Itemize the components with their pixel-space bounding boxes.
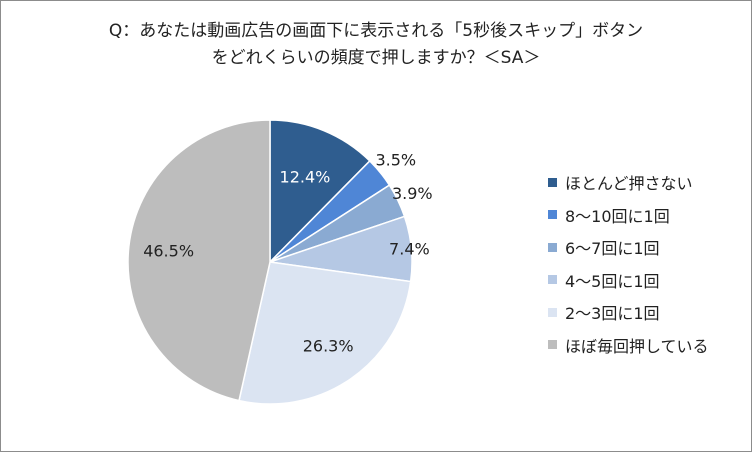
- chart-title-line-2: をどれくらいの頻度で押しますか？＜SA＞: [211, 48, 541, 68]
- pie-data-label: 7.4%: [389, 239, 430, 258]
- pie-slices: [127, 119, 413, 405]
- pie-data-label: 12.4%: [280, 167, 331, 186]
- pie-slice: [127, 119, 271, 402]
- legend-swatch: [548, 340, 557, 350]
- chart-title-line-1: Q：あなたは動画広告の画面下に表示される「5秒後スキップ」ボタン: [108, 21, 644, 41]
- legend-item: ほぼ毎回押している: [548, 329, 709, 362]
- pie-data-label: 3.5%: [375, 150, 416, 169]
- chart-title: Q：あなたは動画広告の画面下に表示される「5秒後スキップ」ボタン をどれくらいの…: [0, 18, 752, 72]
- legend-label: 4～5回に1回: [565, 271, 660, 291]
- legend-swatch: [548, 177, 557, 187]
- legend: ほとんど押さない 8～10回に1回 6～7回に1回 4～5回に1回 2～3回に1…: [548, 166, 709, 361]
- legend-label: ほぼ毎回押している: [565, 336, 709, 356]
- pie-slice: [269, 119, 371, 264]
- legend-swatch: [548, 242, 557, 252]
- legend-swatch: [548, 307, 557, 317]
- pie-data-label: 26.3%: [303, 336, 354, 355]
- legend-item: 4～5回に1回: [548, 264, 709, 297]
- legend-item: 2～3回に1回: [548, 296, 709, 329]
- legend-swatch: [548, 210, 557, 220]
- legend-item: 8～10回に1回: [548, 199, 709, 232]
- pie-data-label: 3.9%: [392, 184, 433, 203]
- legend-label: 6～7回に1回: [565, 239, 660, 259]
- pie-slice: [238, 261, 412, 405]
- legend-label: 8～10回に1回: [565, 206, 670, 226]
- legend-item: 6～7回に1回: [548, 231, 709, 264]
- pie-data-labels: 12.4% 3.5% 3.9% 7.4% 26.3% 46.5%: [143, 150, 432, 355]
- legend-swatch: [548, 275, 557, 285]
- legend-item: ほとんど押さない: [548, 166, 709, 199]
- legend-label: 2～3回に1回: [565, 304, 660, 324]
- legend-label: ほとんど押さない: [565, 174, 693, 194]
- pie-data-label: 46.5%: [143, 241, 194, 260]
